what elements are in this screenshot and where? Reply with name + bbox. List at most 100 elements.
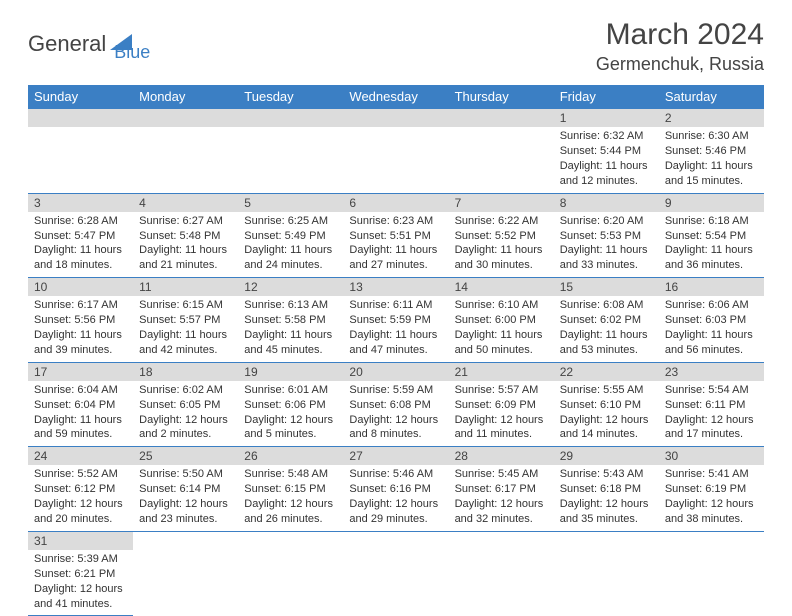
daylight-line2: and 23 minutes. [139, 512, 232, 527]
weekday-heading: Friday [554, 85, 659, 109]
day-number: 7 [449, 194, 554, 212]
sunrise-text: Sunrise: 5:48 AM [244, 467, 337, 482]
day-number: 31 [28, 532, 133, 550]
sunset-text: Sunset: 6:10 PM [560, 398, 653, 413]
sunrise-text: Sunrise: 6:15 AM [139, 298, 232, 313]
sunset-text: Sunset: 6:12 PM [34, 482, 127, 497]
daylight-line1: Daylight: 11 hours [139, 328, 232, 343]
day-number: 30 [659, 447, 764, 465]
calendar-day-cell [133, 109, 238, 194]
calendar-day-cell: 11Sunrise: 6:15 AMSunset: 5:57 PMDayligh… [133, 278, 238, 363]
sunset-text: Sunset: 6:19 PM [665, 482, 758, 497]
calendar-week-row: 3Sunrise: 6:28 AMSunset: 5:47 PMDaylight… [28, 193, 764, 278]
sunset-text: Sunset: 5:54 PM [665, 229, 758, 244]
calendar-day-cell: 12Sunrise: 6:13 AMSunset: 5:58 PMDayligh… [238, 278, 343, 363]
sunrise-text: Sunrise: 5:55 AM [560, 383, 653, 398]
day-number: 27 [343, 447, 448, 465]
weekday-heading: Wednesday [343, 85, 448, 109]
day-details: Sunrise: 6:25 AMSunset: 5:49 PMDaylight:… [238, 212, 343, 277]
sunset-text: Sunset: 6:05 PM [139, 398, 232, 413]
sunset-text: Sunset: 6:18 PM [560, 482, 653, 497]
daylight-line2: and 20 minutes. [34, 512, 127, 527]
sunrise-text: Sunrise: 5:57 AM [455, 383, 548, 398]
daylight-line1: Daylight: 11 hours [244, 243, 337, 258]
sunrise-text: Sunrise: 6:25 AM [244, 214, 337, 229]
calendar-day-cell: 10Sunrise: 6:17 AMSunset: 5:56 PMDayligh… [28, 278, 133, 363]
day-details: Sunrise: 6:22 AMSunset: 5:52 PMDaylight:… [449, 212, 554, 277]
daylight-line1: Daylight: 12 hours [665, 413, 758, 428]
sunset-text: Sunset: 5:52 PM [455, 229, 548, 244]
daylight-line2: and 53 minutes. [560, 343, 653, 358]
calendar-day-cell: 24Sunrise: 5:52 AMSunset: 6:12 PMDayligh… [28, 447, 133, 532]
daylight-line2: and 41 minutes. [34, 597, 127, 612]
daylight-line2: and 26 minutes. [244, 512, 337, 527]
day-details: Sunrise: 5:45 AMSunset: 6:17 PMDaylight:… [449, 465, 554, 530]
daylight-line1: Daylight: 12 hours [139, 497, 232, 512]
calendar-day-cell [449, 109, 554, 194]
day-number: 1 [554, 109, 659, 127]
daylight-line1: Daylight: 11 hours [455, 243, 548, 258]
calendar-day-cell [343, 109, 448, 194]
daylight-line2: and 5 minutes. [244, 427, 337, 442]
day-details: Sunrise: 5:59 AMSunset: 6:08 PMDaylight:… [343, 381, 448, 446]
day-details: Sunrise: 6:02 AMSunset: 6:05 PMDaylight:… [133, 381, 238, 446]
sunset-text: Sunset: 5:46 PM [665, 144, 758, 159]
daylight-line1: Daylight: 11 hours [349, 243, 442, 258]
day-number: 3 [28, 194, 133, 212]
daylight-line2: and 56 minutes. [665, 343, 758, 358]
day-details: Sunrise: 5:57 AMSunset: 6:09 PMDaylight:… [449, 381, 554, 446]
sunset-text: Sunset: 6:04 PM [34, 398, 127, 413]
calendar-day-cell [343, 531, 448, 616]
sunrise-text: Sunrise: 6:11 AM [349, 298, 442, 313]
daylight-line2: and 2 minutes. [139, 427, 232, 442]
calendar-day-cell: 19Sunrise: 6:01 AMSunset: 6:06 PMDayligh… [238, 362, 343, 447]
daylight-line2: and 42 minutes. [139, 343, 232, 358]
weekday-heading: Thursday [449, 85, 554, 109]
day-details: Sunrise: 6:30 AMSunset: 5:46 PMDaylight:… [659, 127, 764, 192]
day-details: Sunrise: 6:08 AMSunset: 6:02 PMDaylight:… [554, 296, 659, 361]
brand-logo: General Blue [28, 24, 150, 63]
calendar-day-cell: 28Sunrise: 5:45 AMSunset: 6:17 PMDayligh… [449, 447, 554, 532]
calendar-day-cell: 2Sunrise: 6:30 AMSunset: 5:46 PMDaylight… [659, 109, 764, 194]
daylight-line2: and 14 minutes. [560, 427, 653, 442]
daylight-line2: and 35 minutes. [560, 512, 653, 527]
day-number: 16 [659, 278, 764, 296]
calendar-day-cell: 3Sunrise: 6:28 AMSunset: 5:47 PMDaylight… [28, 193, 133, 278]
calendar-day-cell: 20Sunrise: 5:59 AMSunset: 6:08 PMDayligh… [343, 362, 448, 447]
sunset-text: Sunset: 5:44 PM [560, 144, 653, 159]
sunset-text: Sunset: 5:48 PM [139, 229, 232, 244]
calendar-day-cell: 23Sunrise: 5:54 AMSunset: 6:11 PMDayligh… [659, 362, 764, 447]
calendar-day-cell: 15Sunrise: 6:08 AMSunset: 6:02 PMDayligh… [554, 278, 659, 363]
sunset-text: Sunset: 6:09 PM [455, 398, 548, 413]
sunset-text: Sunset: 6:21 PM [34, 567, 127, 582]
sunrise-text: Sunrise: 5:50 AM [139, 467, 232, 482]
calendar-day-cell: 27Sunrise: 5:46 AMSunset: 6:16 PMDayligh… [343, 447, 448, 532]
sunset-text: Sunset: 5:51 PM [349, 229, 442, 244]
daylight-line1: Daylight: 11 hours [34, 243, 127, 258]
location-label: Germenchuk, Russia [596, 54, 764, 75]
calendar-day-cell: 29Sunrise: 5:43 AMSunset: 6:18 PMDayligh… [554, 447, 659, 532]
sunrise-text: Sunrise: 6:22 AM [455, 214, 548, 229]
calendar-week-row: 31Sunrise: 5:39 AMSunset: 6:21 PMDayligh… [28, 531, 764, 616]
daylight-line2: and 36 minutes. [665, 258, 758, 273]
day-number: 23 [659, 363, 764, 381]
daylight-line2: and 39 minutes. [34, 343, 127, 358]
calendar-week-row: 17Sunrise: 6:04 AMSunset: 6:04 PMDayligh… [28, 362, 764, 447]
sunset-text: Sunset: 6:06 PM [244, 398, 337, 413]
day-number: 19 [238, 363, 343, 381]
sunset-text: Sunset: 5:47 PM [34, 229, 127, 244]
day-details: Sunrise: 6:15 AMSunset: 5:57 PMDaylight:… [133, 296, 238, 361]
calendar-day-cell: 7Sunrise: 6:22 AMSunset: 5:52 PMDaylight… [449, 193, 554, 278]
day-details: Sunrise: 5:50 AMSunset: 6:14 PMDaylight:… [133, 465, 238, 530]
empty-day [28, 109, 133, 127]
day-number: 14 [449, 278, 554, 296]
brand-text-general: General [28, 31, 106, 57]
day-details: Sunrise: 6:18 AMSunset: 5:54 PMDaylight:… [659, 212, 764, 277]
daylight-line1: Daylight: 11 hours [34, 413, 127, 428]
daylight-line1: Daylight: 11 hours [34, 328, 127, 343]
daylight-line2: and 29 minutes. [349, 512, 442, 527]
sunrise-text: Sunrise: 6:23 AM [349, 214, 442, 229]
day-number: 25 [133, 447, 238, 465]
daylight-line2: and 38 minutes. [665, 512, 758, 527]
day-number: 5 [238, 194, 343, 212]
